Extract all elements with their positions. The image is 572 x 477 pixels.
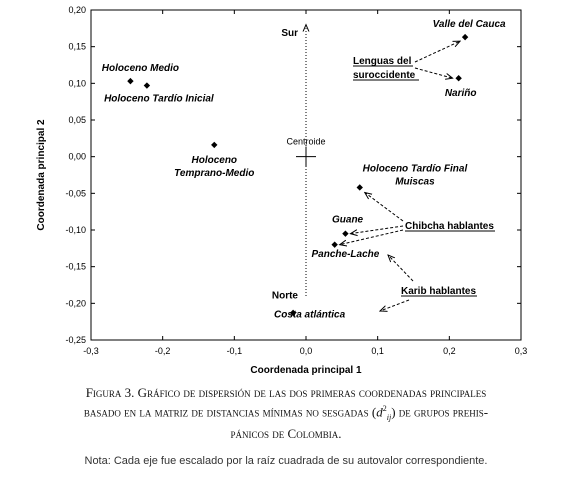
- south-label: Sur: [281, 28, 298, 39]
- x-tick-label: 0,0: [300, 346, 313, 356]
- group-label-lenguas: Lenguas del: [353, 56, 412, 67]
- point-label: Panche-Lache: [312, 249, 380, 260]
- group-arrow: [350, 225, 404, 234]
- group-arrow: [388, 255, 414, 282]
- x-tick-label: 0,1: [371, 346, 384, 356]
- y-tick-label: -0,10: [65, 225, 86, 235]
- point-label: Valle del Cauca: [433, 19, 506, 30]
- group-arrow: [340, 229, 404, 245]
- scatter-chart: -0,3 -0,2 -0,1 0,0 0,1 0,2 0,3 0,20 0,15 0,10 0,0…: [36, 5, 527, 376]
- point-label: Muiscas: [395, 176, 435, 187]
- y-tick-label: -0,05: [65, 188, 86, 198]
- x-axis: -0,3 -0,2 -0,1 0,0 0,1 0,2 0,3: [83, 10, 527, 356]
- y-tick-label: 0,10: [68, 78, 86, 88]
- x-tick-label: -0,3: [83, 346, 99, 356]
- y-tick-label: 0,15: [68, 42, 86, 52]
- north-label: Norte: [272, 291, 299, 302]
- group-arrow: [380, 299, 410, 311]
- group-label-chibcha: Chibcha hablantes: [405, 221, 494, 232]
- data-point: [211, 141, 218, 149]
- y-tick-label: -0,15: [65, 262, 86, 272]
- data-point: [289, 309, 297, 317]
- group-label-karib: Karib hablantes: [401, 286, 476, 297]
- group-arrow: [365, 192, 404, 222]
- point-label: Holoceno Medio: [102, 63, 179, 74]
- point-label: Nariño: [445, 88, 477, 99]
- data-point: [455, 75, 462, 82]
- y-tick-label: -0,25: [65, 335, 86, 345]
- caption-line-3: pánicos de Colombia.: [230, 425, 342, 441]
- group-label-lenguas: suroccidente: [353, 70, 416, 81]
- data-point: [127, 77, 134, 85]
- group-arrow: [414, 41, 460, 63]
- y-axis-title: Coordenada principal 2: [36, 119, 47, 231]
- point-label: Holoceno Tardío Inicial: [104, 94, 214, 105]
- data-point: [461, 33, 469, 41]
- caption-line-2: basado en la matriz de distancias mínima…: [83, 404, 489, 422]
- centroid-label: Centroide: [286, 137, 325, 147]
- x-axis-title: Coordenada principal 1: [250, 365, 362, 376]
- x-tick-label: 0,3: [515, 346, 528, 356]
- y-tick-label: 0,05: [68, 115, 86, 125]
- y-tick-label: 0,20: [68, 5, 86, 15]
- x-tick-label: -0,1: [227, 346, 243, 356]
- y-tick-label: -0,20: [65, 298, 86, 308]
- data-point: [143, 82, 151, 89]
- data-point: [331, 241, 338, 248]
- x-tick-label: 0,2: [443, 346, 456, 356]
- annotation-layer: Sur Norte Centroide Valle del Cauca Nariño Ho…: [102, 19, 506, 320]
- y-tick-label: 0,00: [68, 152, 86, 162]
- figure-note: Nota: Cada eje fue escalado por la raíz …: [84, 455, 488, 467]
- point-label: Holoceno Tardío Final: [363, 163, 468, 174]
- y-axis: 0,20 0,15 0,10 0,05 0,00 -0,05 -0,10 -0,15 -0,20…: [65, 5, 521, 345]
- caption-line-1: Figura 3. Gráfico de dispersión de las d…: [85, 385, 487, 400]
- group-arrow: [414, 67, 453, 78]
- data-point: [356, 184, 363, 191]
- point-label: Temprano-Medio: [174, 168, 254, 179]
- data-point: [342, 230, 349, 237]
- point-label: Holoceno: [191, 155, 237, 166]
- x-tick-label: -0,2: [155, 346, 171, 356]
- data-points: [127, 33, 469, 317]
- figure-caption: Figura 3. Gráfico de dispersión de las d…: [10, 385, 562, 442]
- point-label: Costa atlántica: [274, 309, 346, 320]
- point-label: Guane: [332, 215, 364, 226]
